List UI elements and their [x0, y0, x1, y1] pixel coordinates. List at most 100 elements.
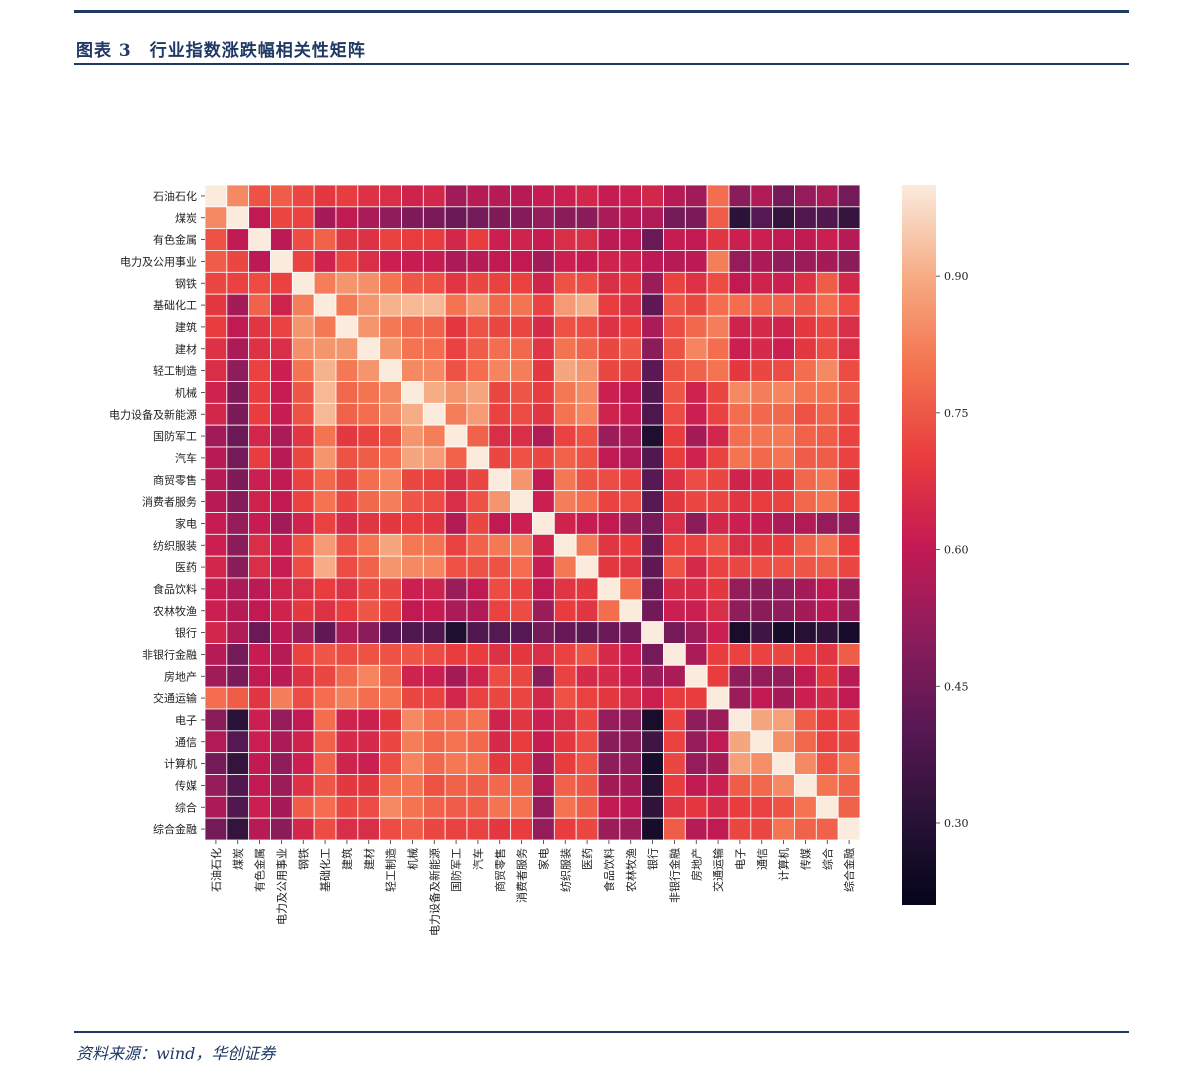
- heatmap-cell: [837, 664, 861, 688]
- heatmap-cell: [684, 402, 708, 426]
- heatmap-cell: [248, 381, 271, 404]
- heatmap-cell: [291, 599, 315, 623]
- heatmap-cell: [204, 337, 228, 361]
- heatmap-cell: [313, 621, 337, 644]
- heatmap-cell: [379, 664, 402, 688]
- heatmap-cell: [794, 315, 817, 339]
- x-tick-label: 交通运输: [711, 848, 725, 892]
- heatmap-cell: [226, 381, 250, 404]
- heatmap-cell: [837, 424, 861, 448]
- heatmap-cell: [684, 643, 708, 666]
- heatmap-cell: [837, 774, 861, 797]
- heatmap-cell: [357, 643, 381, 666]
- heatmap-cell: [444, 250, 468, 273]
- heatmap-cell: [597, 730, 621, 754]
- x-tick-label: 商贸零售: [493, 848, 507, 892]
- heatmap-cell: [619, 730, 643, 754]
- heatmap-cell: [750, 381, 774, 404]
- heatmap-cell: [204, 512, 228, 535]
- heatmap-cell: [684, 206, 708, 230]
- x-tick-label: 轻工制造: [384, 848, 398, 892]
- heatmap-cell: [575, 381, 599, 404]
- heatmap-cell: [270, 446, 293, 470]
- heatmap-cell: [641, 228, 664, 251]
- heatmap-cell: [750, 228, 774, 251]
- heatmap-cell: [335, 184, 359, 208]
- heatmap-cell: [597, 752, 621, 775]
- x-tick-label: 汽车: [471, 848, 485, 870]
- heatmap-cell: [706, 359, 730, 382]
- heatmap-cell: [357, 533, 381, 557]
- y-tick-label: 钢铁: [175, 277, 197, 290]
- heatmap-cell: [663, 206, 686, 230]
- heatmap-cell: [706, 315, 730, 339]
- x-tick-label: 国防军工: [449, 848, 463, 892]
- y-tick-label: 综合: [175, 800, 197, 814]
- heatmap-cell: [466, 730, 490, 754]
- heatmap-cell: [597, 490, 621, 513]
- heatmap-cell: [401, 315, 424, 339]
- heatmap-cell: [466, 250, 490, 273]
- heatmap-cell: [532, 577, 555, 601]
- colorbar-tick-label: 0.60: [944, 544, 969, 557]
- heatmap-cell: [619, 490, 643, 513]
- heatmap-cell: [663, 271, 686, 295]
- heatmap-cell: [510, 752, 533, 775]
- heatmap-cell: [837, 337, 861, 361]
- heatmap-cell: [248, 402, 271, 426]
- heatmap-cell: [488, 752, 512, 775]
- heatmap-cell: [270, 250, 293, 273]
- heatmap-cell: [248, 643, 271, 666]
- heatmap-cell: [466, 337, 490, 361]
- heatmap-cell: [226, 730, 250, 754]
- heatmap-cell: [313, 228, 337, 251]
- heatmap-cell: [510, 555, 533, 579]
- heatmap-cell: [532, 490, 555, 513]
- heatmap-cell: [706, 490, 730, 513]
- heatmap-cell: [575, 512, 599, 535]
- x-tick-label: 非银行金融: [667, 848, 681, 903]
- heatmap-cell: [488, 206, 512, 230]
- heatmap-cell: [597, 664, 621, 688]
- heatmap-cell: [466, 228, 490, 251]
- heatmap-cell: [619, 228, 643, 251]
- heatmap-cell: [663, 424, 686, 448]
- heatmap-cell: [444, 293, 468, 317]
- heatmap-cell: [619, 402, 643, 426]
- heatmap-cell: [706, 228, 730, 251]
- heatmap-cell: [575, 446, 599, 470]
- x-tick-label: 机械: [405, 848, 419, 870]
- heatmap-cell: [575, 795, 599, 819]
- heatmap-cell: [641, 424, 664, 448]
- heatmap-cell: [706, 424, 730, 448]
- heatmap-cell: [401, 555, 424, 579]
- heatmap-cell: [815, 228, 839, 251]
- y-tick-label: 煤炭: [175, 212, 197, 225]
- heatmap-cell: [444, 468, 468, 492]
- heatmap-cell: [532, 315, 555, 339]
- heatmap-cell: [575, 402, 599, 426]
- heatmap-cell: [772, 621, 795, 644]
- heatmap-cell: [248, 337, 271, 361]
- bottom-rule: [74, 1031, 1129, 1033]
- heatmap-cell: [553, 752, 577, 775]
- heatmap-cell: [422, 359, 446, 382]
- heatmap-cell: [837, 271, 861, 295]
- heatmap-cell: [815, 752, 839, 775]
- heatmap-cell: [553, 206, 577, 230]
- heatmap-cell: [706, 533, 730, 557]
- heatmap-cell: [663, 555, 686, 579]
- heatmap-cell: [663, 228, 686, 251]
- heatmap-cell: [728, 381, 752, 404]
- heatmap-cell: [815, 315, 839, 339]
- heatmap-cell: [510, 577, 533, 601]
- heatmap-cell: [422, 686, 446, 710]
- heatmap-cell: [510, 402, 533, 426]
- heatmap-cell: [466, 271, 490, 295]
- heatmap-cell: [335, 643, 359, 666]
- heatmap-cell: [270, 533, 293, 557]
- heatmap-cell: [488, 817, 512, 841]
- heatmap-cell: [248, 708, 271, 732]
- heatmap-cell: [837, 468, 861, 492]
- heatmap-cell: [706, 621, 730, 644]
